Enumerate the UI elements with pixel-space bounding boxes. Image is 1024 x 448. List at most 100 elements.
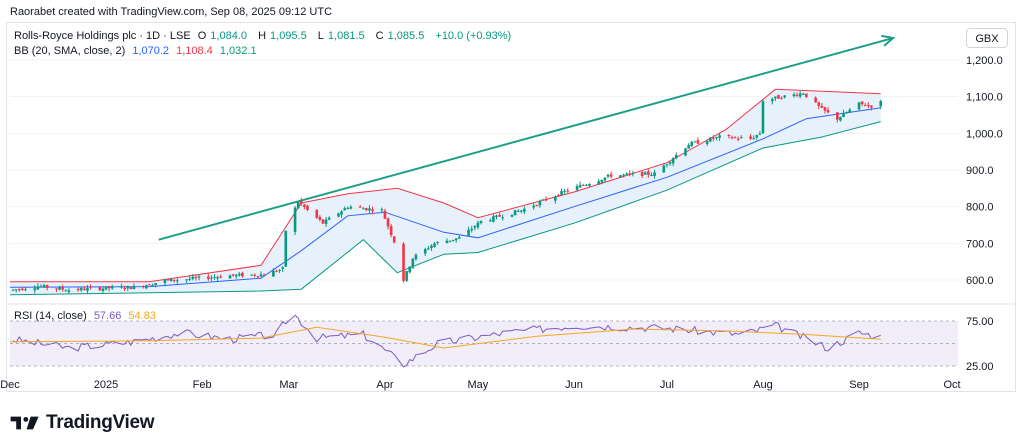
candle-body bbox=[780, 97, 783, 99]
candle-body bbox=[210, 277, 213, 279]
candle-body bbox=[845, 112, 848, 114]
candle-body bbox=[176, 280, 179, 282]
candle-body bbox=[647, 171, 650, 175]
candle-body bbox=[761, 101, 765, 134]
candle-body bbox=[306, 205, 309, 210]
candle-body bbox=[839, 117, 842, 121]
candle-body bbox=[758, 133, 762, 135]
candle-body bbox=[405, 271, 408, 281]
candle-body bbox=[349, 206, 353, 209]
candle-body bbox=[770, 98, 774, 102]
candle-body bbox=[55, 288, 58, 290]
candle-body bbox=[120, 286, 123, 288]
candle-body bbox=[752, 138, 755, 140]
candle-body bbox=[423, 248, 427, 254]
currency-button[interactable]: GBX bbox=[966, 28, 1008, 48]
chart-credit: Raorabet created with TradingView.com, S… bbox=[10, 6, 333, 18]
date-axis-tick-label: Apr bbox=[376, 379, 393, 391]
candle-body bbox=[216, 277, 219, 279]
candle-body bbox=[783, 95, 786, 98]
rsi-ma-value: 54.83 bbox=[128, 310, 156, 322]
candle-body bbox=[712, 137, 715, 139]
candle-body bbox=[684, 148, 687, 156]
bb-basis-value: 1,070.2 bbox=[132, 45, 170, 57]
candle-body bbox=[414, 254, 418, 260]
candle-body bbox=[293, 207, 297, 232]
low-label: L bbox=[317, 30, 324, 42]
candle-body bbox=[454, 238, 458, 241]
candle-body bbox=[383, 210, 387, 219]
chart-frame bbox=[6, 22, 1016, 392]
rsi-ma-line bbox=[9, 326, 881, 349]
candle-body bbox=[58, 287, 61, 290]
candle-body bbox=[554, 196, 557, 201]
candle-body bbox=[566, 190, 570, 192]
candle-body bbox=[696, 140, 700, 144]
candle-body bbox=[365, 208, 368, 211]
candle-body bbox=[272, 270, 275, 277]
candle-body bbox=[603, 177, 607, 181]
candle-body bbox=[340, 211, 343, 215]
candle-body bbox=[597, 181, 601, 185]
candle-body bbox=[284, 230, 288, 267]
candle-body bbox=[281, 267, 284, 269]
candle-body bbox=[101, 288, 105, 291]
candle-body bbox=[238, 273, 241, 276]
candle-body bbox=[792, 94, 796, 97]
candle-body bbox=[625, 173, 628, 175]
candle-body bbox=[814, 97, 817, 103]
date-axis-tick-label: Aug bbox=[753, 379, 773, 391]
date-axis-tick-label: Sep bbox=[849, 379, 869, 391]
candle-body bbox=[600, 179, 604, 183]
candle-body bbox=[148, 284, 151, 286]
candle-body bbox=[318, 216, 322, 220]
candle-body bbox=[495, 215, 498, 217]
candle-body bbox=[541, 199, 545, 201]
candle-body bbox=[380, 209, 384, 211]
candle-body bbox=[42, 285, 46, 288]
rsi-axis-tick-label: 75.00 bbox=[966, 316, 994, 328]
candle-body bbox=[163, 279, 167, 284]
trendline bbox=[158, 37, 894, 241]
candle-body bbox=[609, 174, 613, 177]
candle-body bbox=[343, 208, 346, 211]
candle-body bbox=[36, 286, 40, 290]
candle-body bbox=[433, 243, 436, 247]
candle-body bbox=[488, 220, 492, 222]
date-axis-tick-label: May bbox=[468, 379, 489, 391]
candle-body bbox=[389, 226, 393, 236]
date-axis-tick-label: Jul bbox=[660, 379, 674, 391]
candle-body bbox=[693, 141, 697, 143]
close-value: 1,085.5 bbox=[387, 30, 425, 42]
candle-body bbox=[619, 175, 622, 178]
candle-body bbox=[798, 93, 802, 97]
candle-body bbox=[777, 95, 780, 99]
candle-body bbox=[709, 137, 712, 142]
candle-body bbox=[79, 288, 83, 291]
candle-body bbox=[826, 110, 830, 113]
candle-body bbox=[557, 195, 560, 197]
candle-body bbox=[129, 287, 133, 290]
bollinger-basis-line bbox=[9, 107, 881, 288]
candle-body bbox=[296, 201, 300, 209]
candle-body bbox=[262, 274, 266, 276]
candle-body bbox=[234, 274, 238, 277]
date-axis-tick-label: Feb bbox=[193, 379, 212, 391]
price-axis-tick-label: 1,200.0 bbox=[966, 55, 1003, 67]
candle-body bbox=[241, 272, 244, 277]
candle-body bbox=[578, 184, 582, 188]
tradingview-logo-icon bbox=[10, 416, 39, 430]
candle-body bbox=[172, 279, 176, 281]
rsi-value: 57.66 bbox=[93, 310, 122, 322]
candle-body bbox=[110, 286, 114, 289]
candle-body bbox=[718, 135, 721, 138]
candle-body bbox=[560, 191, 563, 196]
tradingview-brand[interactable]: TradingView bbox=[10, 412, 155, 434]
candle-body bbox=[736, 138, 740, 140]
candle-body bbox=[368, 208, 371, 211]
candle-body bbox=[690, 141, 694, 146]
candle-body bbox=[185, 279, 188, 281]
candle-body bbox=[253, 274, 257, 276]
candle-body bbox=[151, 284, 154, 286]
